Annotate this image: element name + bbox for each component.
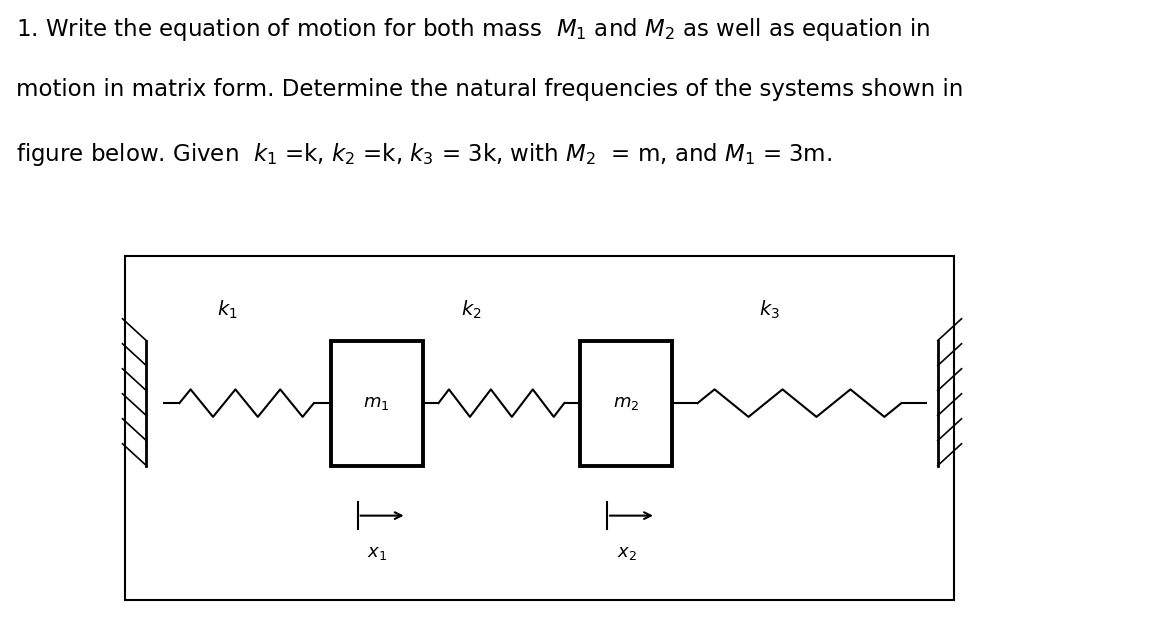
- Text: $k_3$: $k_3$: [759, 298, 780, 321]
- Text: $k_2$: $k_2$: [461, 298, 482, 321]
- Text: figure below. Given  $k_1$ =k, $k_2$ =k, $k_3$ = 3k, with $M_2$  = m, and $M_1$ : figure below. Given $k_1$ =k, $k_2$ =k, …: [16, 141, 832, 168]
- Text: $x_2$: $x_2$: [616, 544, 637, 562]
- Text: motion in matrix form. Determine the natural frequencies of the systems shown in: motion in matrix form. Determine the nat…: [16, 78, 963, 101]
- Text: $m_1$: $m_1$: [364, 394, 389, 412]
- Text: $m_2$: $m_2$: [613, 394, 639, 412]
- Text: $x_1$: $x_1$: [367, 544, 387, 562]
- Text: $k_1$: $k_1$: [218, 298, 238, 321]
- Text: 1. Write the equation of motion for both mass  $M_1$ and $M_2$ as well as equati: 1. Write the equation of motion for both…: [16, 16, 931, 42]
- Bar: [579, 341, 672, 466]
- Bar: [124, 256, 954, 600]
- Bar: [331, 341, 423, 466]
